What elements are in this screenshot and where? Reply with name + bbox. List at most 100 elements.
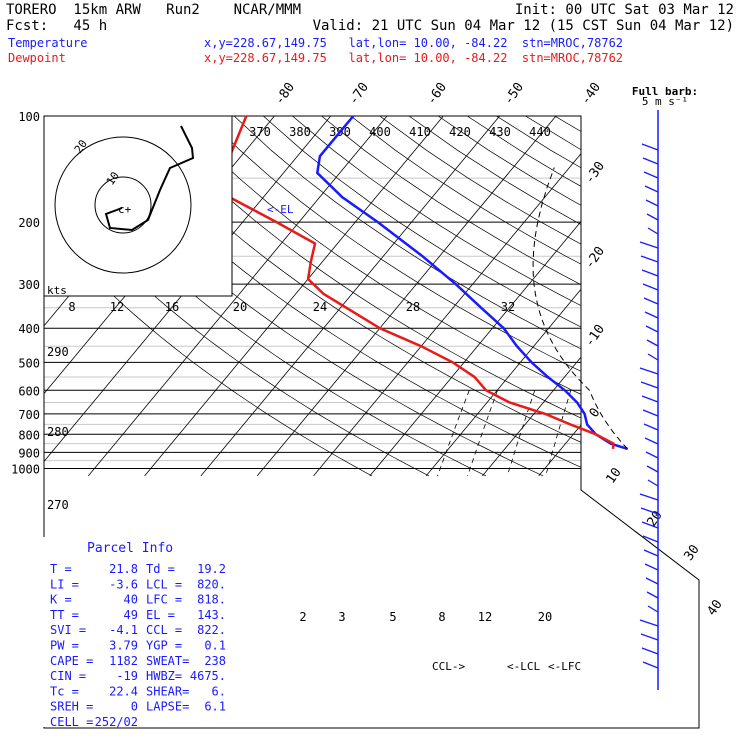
- wind-barb: [642, 157, 659, 165]
- temperature-tick-label: -30: [582, 159, 608, 187]
- hodograph-trace: [104, 125, 195, 232]
- parcel-left-value: 21.8: [109, 562, 138, 576]
- hodograph-center-mark: c+: [118, 203, 132, 216]
- pressure-tick-label: 900: [18, 446, 40, 460]
- parcel-path-line: [532, 167, 628, 450]
- parcel-info-box: Parcel Info T = 21.8 LI = -3.6 K = 40 TT = 49 SV…: [43, 537, 233, 729]
- plot-frame: [43, 115, 700, 729]
- pressure-tick-label: 700: [18, 408, 40, 422]
- wind-barb: [641, 647, 659, 655]
- wind-barb: [646, 591, 659, 599]
- wind-barbs: [639, 110, 659, 690]
- parcel-right-value: 238: [204, 654, 226, 668]
- wind-barb: [647, 479, 659, 487]
- dry-adiabat-line: [175, 116, 699, 477]
- parcel-left-key: CELL =: [50, 715, 93, 729]
- wind-barb: [646, 465, 659, 473]
- temperature-tick-label: -70: [346, 80, 372, 108]
- parcel-left-key: Tc =: [50, 684, 79, 698]
- wind-barb: [639, 619, 659, 627]
- parcel-left-value: 40: [124, 593, 138, 607]
- parcel-left-value: 0: [131, 700, 138, 714]
- isotherm-line: [708, 116, 740, 476]
- hodograph-ring-label-inner: 10: [104, 169, 122, 187]
- series-line-temperature: [315, 115, 628, 451]
- wind-barb: [642, 409, 659, 417]
- wind-barb: [645, 577, 659, 585]
- barb-key-title: Full barb:: [632, 85, 698, 98]
- parcel-right-value: 822.: [197, 623, 226, 637]
- parcel-left-value: 49: [124, 608, 138, 622]
- parcel-left-value: -19: [116, 669, 138, 683]
- theta-side-label: 290: [47, 345, 69, 359]
- wind-barb: [644, 185, 659, 193]
- wind-barb: [640, 507, 659, 515]
- header-line2-left: Fcst: 45 h: [6, 18, 107, 34]
- wind-barb: [647, 353, 659, 361]
- dry-adiabat-line: [641, 116, 699, 477]
- parcel-right-key: LCL =: [146, 577, 182, 591]
- speed-scale-label: 24: [313, 300, 327, 314]
- parcel-right-key: Td =: [146, 562, 175, 576]
- hodograph-inset: 20 10 c+ kts: [43, 115, 233, 297]
- hodograph-frame: [43, 115, 233, 297]
- theta-side-label: 280: [47, 425, 69, 439]
- dry-adiabat-line: [408, 116, 699, 477]
- wind-barb: [644, 311, 659, 319]
- temperature-tick-label: 10: [603, 465, 624, 486]
- pressure-tick-label: 100: [18, 110, 40, 124]
- parcel-right-value: 820.: [197, 577, 226, 591]
- dry-adiabat-line: [204, 116, 699, 477]
- parcel-left-key: TT =: [50, 608, 79, 622]
- dewpoint-legend: Dewpoint: [8, 51, 66, 65]
- parcel-info-left: T = 21.8 LI = -3.6 K = 40 TT = 49 SVI = -4.1 PW = 3…: [50, 562, 138, 729]
- parcel-info-title: Parcel Info: [87, 541, 173, 556]
- wind-barb: [639, 367, 659, 375]
- wind-barb: [643, 297, 659, 305]
- pressure-tick-label: 800: [18, 428, 40, 442]
- wind-barb: [645, 199, 659, 207]
- parcel-right-value: 143.: [197, 608, 226, 622]
- wind-barb: [641, 143, 659, 151]
- parcel-left-key: PW =: [50, 639, 79, 653]
- wind-barb: [647, 605, 659, 613]
- parcel-right-key: YGP =: [146, 639, 182, 653]
- wind-barb: [642, 661, 659, 669]
- temperature-tick-label: -80: [272, 80, 298, 108]
- mixing-ratio-line: [625, 390, 647, 476]
- parcel-right-value: 6.1: [204, 700, 226, 714]
- wind-barb: [640, 633, 659, 641]
- parcel-left-key: SVI =: [50, 623, 86, 637]
- parcel-right-key: SWEAT=: [146, 654, 189, 668]
- lcl-marker: <-LCL: [507, 660, 540, 673]
- wind-barb: [641, 269, 659, 277]
- isotherm-line: [594, 116, 699, 477]
- temperature-tick-label: -60: [424, 80, 450, 108]
- wind-barb: [640, 381, 659, 389]
- theta-label: 440: [529, 125, 551, 139]
- header-line2-right: Valid: 21 UTC Sun 04 Mar 12 (15 CST Sun …: [313, 18, 734, 34]
- parcel-left-key: LI =: [50, 577, 79, 591]
- parcel-right-key: SHEAR=: [146, 684, 189, 698]
- parcel-info-right: Td = 19.2 LCL = 820. LFC = 818. EL = 143. CCL = 8…: [146, 562, 226, 714]
- pressure-tick-label: 600: [18, 384, 40, 398]
- temperature-tick-label: -50: [501, 80, 527, 108]
- mixing-ratio-line: [437, 390, 470, 477]
- isotherm-line: [256, 116, 557, 477]
- mixing-ratio-label: 20: [538, 610, 552, 624]
- wind-barb: [640, 255, 659, 263]
- hodograph-ring-outer: [54, 136, 192, 274]
- dry-adiabat-line: [612, 116, 699, 477]
- sounding-series: [221, 115, 628, 451]
- el-marker: <-EL: [267, 203, 294, 216]
- parcel-right-key: LFC =: [146, 593, 182, 607]
- wind-barb: [641, 395, 659, 403]
- wind-barb: [646, 339, 659, 347]
- wind-barb: [643, 549, 659, 557]
- dry-adiabat-line: [496, 116, 699, 477]
- dry-adiabat-line: [263, 116, 699, 477]
- isotherm-line: [369, 116, 669, 477]
- wind-barb: [643, 423, 659, 431]
- hodograph-speed-tick: 20: [233, 300, 247, 314]
